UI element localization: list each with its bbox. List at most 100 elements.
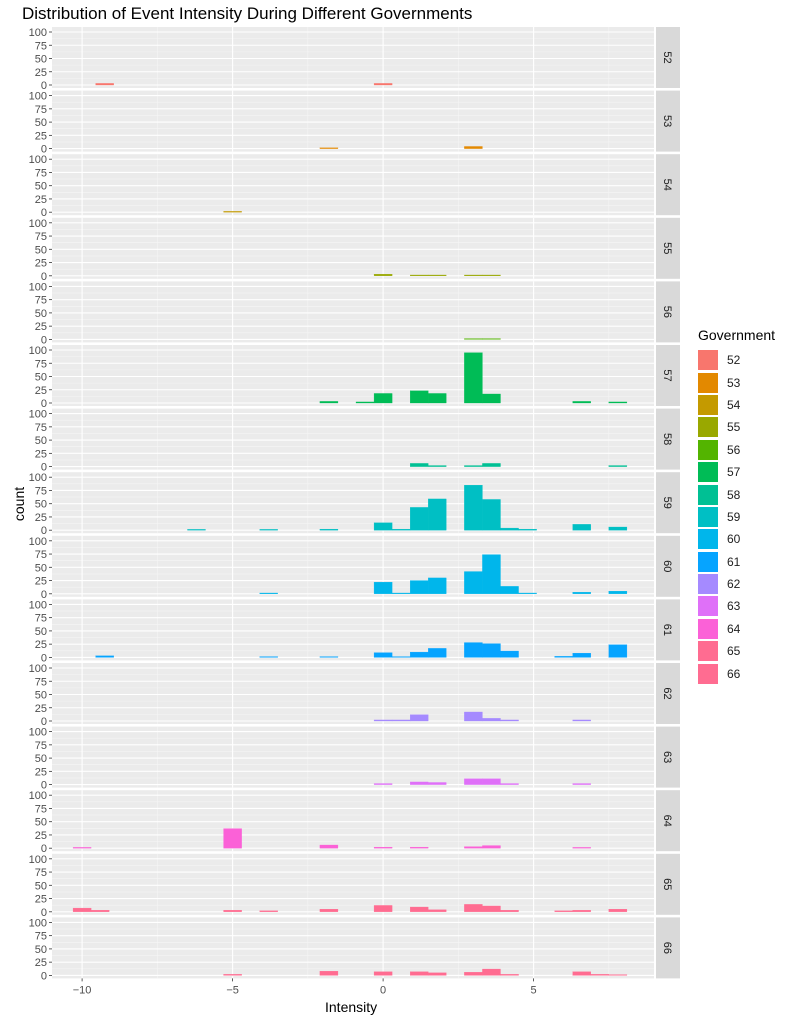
y-tick-label: 50 [35,562,47,574]
histogram-bar [373,581,393,594]
legend-label: 61 [727,554,741,569]
facet-strip [656,281,680,343]
histogram-bar [373,274,393,276]
y-tick-label: 25 [35,67,47,79]
histogram-bar [391,656,411,658]
facet-strip-label: 58 [661,433,673,445]
y-tick-label: 50 [35,117,47,129]
legend-item: 53 [698,371,775,393]
histogram-bar [572,971,591,976]
y-tick-label: 25 [35,766,47,778]
histogram-bar [410,651,429,658]
facet-strip-label: 65 [661,878,673,890]
y-tick-label: 50 [35,690,47,702]
histogram-bar [410,507,429,531]
y-tick-label: 25 [35,894,47,906]
histogram-bar [391,592,411,594]
histogram-bar [572,783,591,785]
facet-strip [656,217,680,279]
histogram-bar [500,719,519,722]
facet-strip [656,917,680,979]
y-tick-label: 50 [35,435,47,447]
histogram-bar [373,393,393,404]
histogram-bar [482,274,501,276]
facet-strip [656,663,680,724]
y-tick-label: 50 [35,372,47,384]
histogram-bar [72,847,92,849]
legend-swatch [698,618,718,639]
y-tick-label: 100 [29,27,47,39]
histogram-bar [572,592,591,594]
y-tick-label: 25 [35,321,47,333]
histogram-bar [428,782,447,785]
histogram-bar [319,528,339,531]
histogram-bar [319,656,339,658]
histogram-bar [410,463,429,467]
y-tick-label: 75 [35,104,47,116]
facet-strip-label: 56 [661,306,673,318]
x-tick-label: 0 [380,984,386,996]
legend-item: 54 [698,394,775,416]
histogram-bar [464,484,483,531]
histogram-bar [482,463,501,467]
y-tick-label: 100 [29,917,47,929]
y-tick-label: 0 [41,843,47,855]
legend-label: 52 [727,353,741,368]
histogram-bar [482,554,501,594]
histogram-bar [373,905,393,912]
histogram-bar [608,974,628,976]
y-tick-label: 25 [35,639,47,651]
y-tick-label: 100 [29,409,47,421]
facet-strip-label: 53 [661,115,673,127]
y-tick-label: 100 [29,599,47,611]
legend-swatch [698,372,718,393]
y-tick-label: 75 [35,231,47,243]
histogram-bar [319,147,339,149]
y-tick-label: 0 [41,334,47,346]
histogram-bar [464,352,483,404]
panel-background [52,217,654,279]
histogram-bar [428,393,447,404]
legend-label: 59 [727,509,741,524]
y-tick-label: 50 [35,880,47,892]
y-tick-label: 25 [35,830,47,842]
facet-strip-label: 62 [661,687,673,699]
legend-swatch [698,596,718,617]
legend-swatch [698,350,718,371]
legend-item: 55 [698,416,775,438]
histogram-bar [482,643,501,658]
histogram-bar [410,781,429,785]
y-tick-label: 0 [41,652,47,664]
histogram-bar [373,971,393,976]
y-tick-label: 25 [35,258,47,270]
histogram-bar [259,656,278,658]
histogram-bar [482,718,501,722]
panel-background [52,663,654,724]
histogram-bar [410,906,429,912]
histogram-bar [500,974,519,976]
panel-background [52,472,654,534]
legend-swatch [698,462,718,483]
y-tick-label: 75 [35,740,47,752]
histogram-bar [500,783,519,785]
legend-label: 54 [727,397,741,412]
histogram-bar [373,83,393,86]
histogram-bar [72,907,92,912]
y-tick-label: 25 [35,448,47,460]
histogram-bar [259,529,278,531]
histogram-bar [554,656,573,658]
histogram-bar [608,909,628,912]
histogram-bar [428,498,447,531]
histogram-bar [410,714,429,722]
x-tick-label: −5 [226,984,239,996]
histogram-bar [500,586,519,594]
histogram-bar [319,401,339,404]
facet-strip [656,853,680,915]
